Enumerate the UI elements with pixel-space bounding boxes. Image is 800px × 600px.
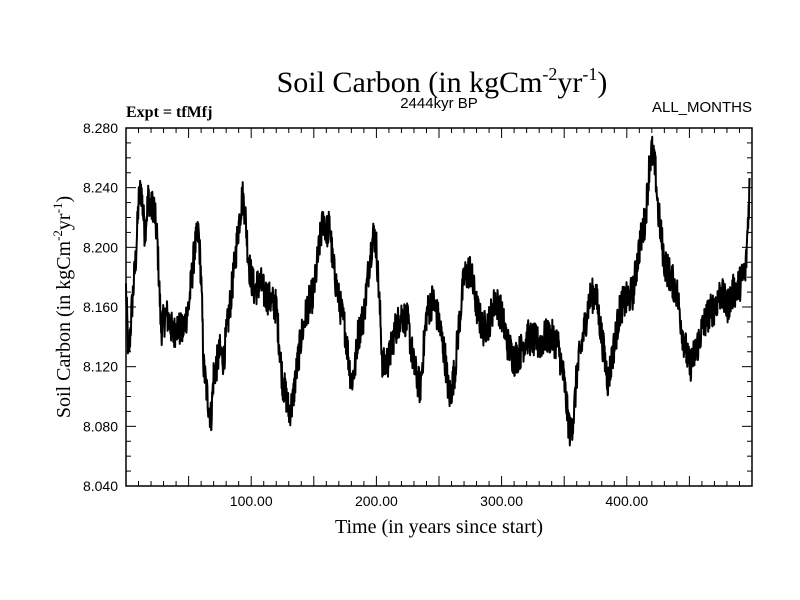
y-tick-label: 8.080 [83, 418, 118, 434]
y-axis-label-suffix: ) [53, 196, 75, 203]
chart-title-prefix: Soil Carbon (in kgCm [277, 66, 543, 99]
y-tick-label: 8.280 [83, 120, 118, 136]
x-tick-label: 100.00 [230, 493, 273, 509]
y-tick-label: 8.120 [83, 359, 118, 375]
y-axis: 8.040 8.080 8.120 8.160 8.200 8.240 8.280 [83, 120, 752, 494]
y-tick-label: 8.240 [83, 180, 118, 196]
chart-title-suffix: ) [597, 66, 607, 99]
y-axis-label-mid: yr [53, 213, 75, 230]
y-axis-label-prefix: Soil Carbon (in kgCm [53, 240, 75, 418]
x-tick-label: 300.00 [480, 493, 523, 509]
chart-subtitle: 2444kyr BP [400, 95, 478, 112]
chart-title-sup2: -1 [582, 64, 597, 84]
chart-title-sup1: -2 [542, 64, 557, 84]
y-axis-label-sup1: -2 [50, 230, 65, 241]
x-axis: 100.00 200.00 300.00 400.00 [125, 128, 753, 509]
series-line-soil-carbon [125, 135, 751, 447]
y-axis-label-sup2: -1 [50, 203, 65, 214]
chart-title-mid: yr [557, 66, 582, 99]
experiment-label: Expt = tfMfj [126, 104, 212, 121]
y-axis-label: Soil Carbon (in kgCm-2yr-1) [50, 196, 75, 418]
x-axis-label: Time (in years since start) [335, 516, 543, 538]
x-tick-label: 200.00 [355, 493, 398, 509]
y-tick-label: 8.040 [83, 478, 118, 494]
y-tick-label: 8.200 [83, 239, 118, 255]
chart-title: Soil Carbon (in kgCm-2yr-1) [277, 64, 608, 99]
x-tick-label: 400.00 [605, 493, 648, 509]
y-tick-label: 8.160 [83, 299, 118, 315]
months-label: ALL_MONTHS [652, 99, 752, 116]
